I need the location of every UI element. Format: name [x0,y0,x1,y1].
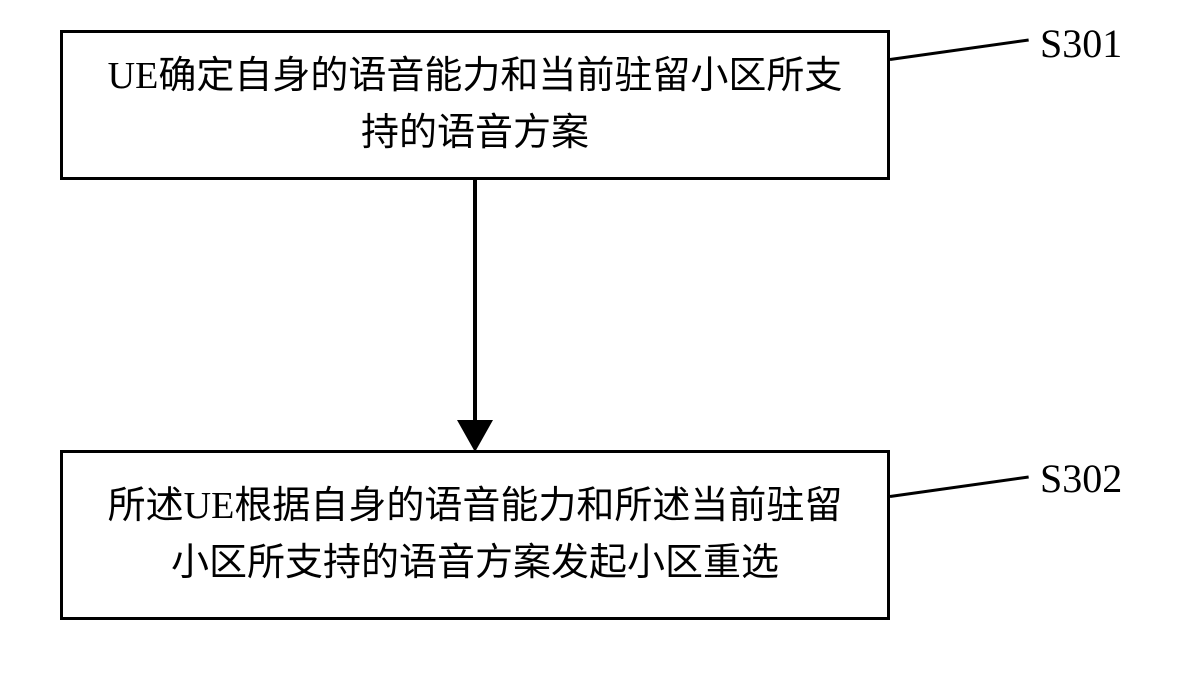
flowchart-container: UE确定自身的语音能力和当前驻留小区所支持的语音方案 S301 所述UE根据自身… [0,0,1200,695]
arrow-head-icon [457,420,493,452]
label-connector-2 [890,476,1029,498]
flow-step-1-text: UE确定自身的语音能力和当前驻留小区所支持的语音方案 [93,48,857,162]
step-label-2: S302 [1040,455,1122,502]
flow-step-2-text: 所述UE根据自身的语音能力和所述当前驻留小区所支持的语音方案发起小区重选 [93,478,857,592]
label-connector-1 [890,39,1029,61]
step-label-1: S301 [1040,20,1122,67]
arrow-line [473,180,477,425]
flow-step-2: 所述UE根据自身的语音能力和所述当前驻留小区所支持的语音方案发起小区重选 [60,450,890,620]
flow-step-1: UE确定自身的语音能力和当前驻留小区所支持的语音方案 [60,30,890,180]
